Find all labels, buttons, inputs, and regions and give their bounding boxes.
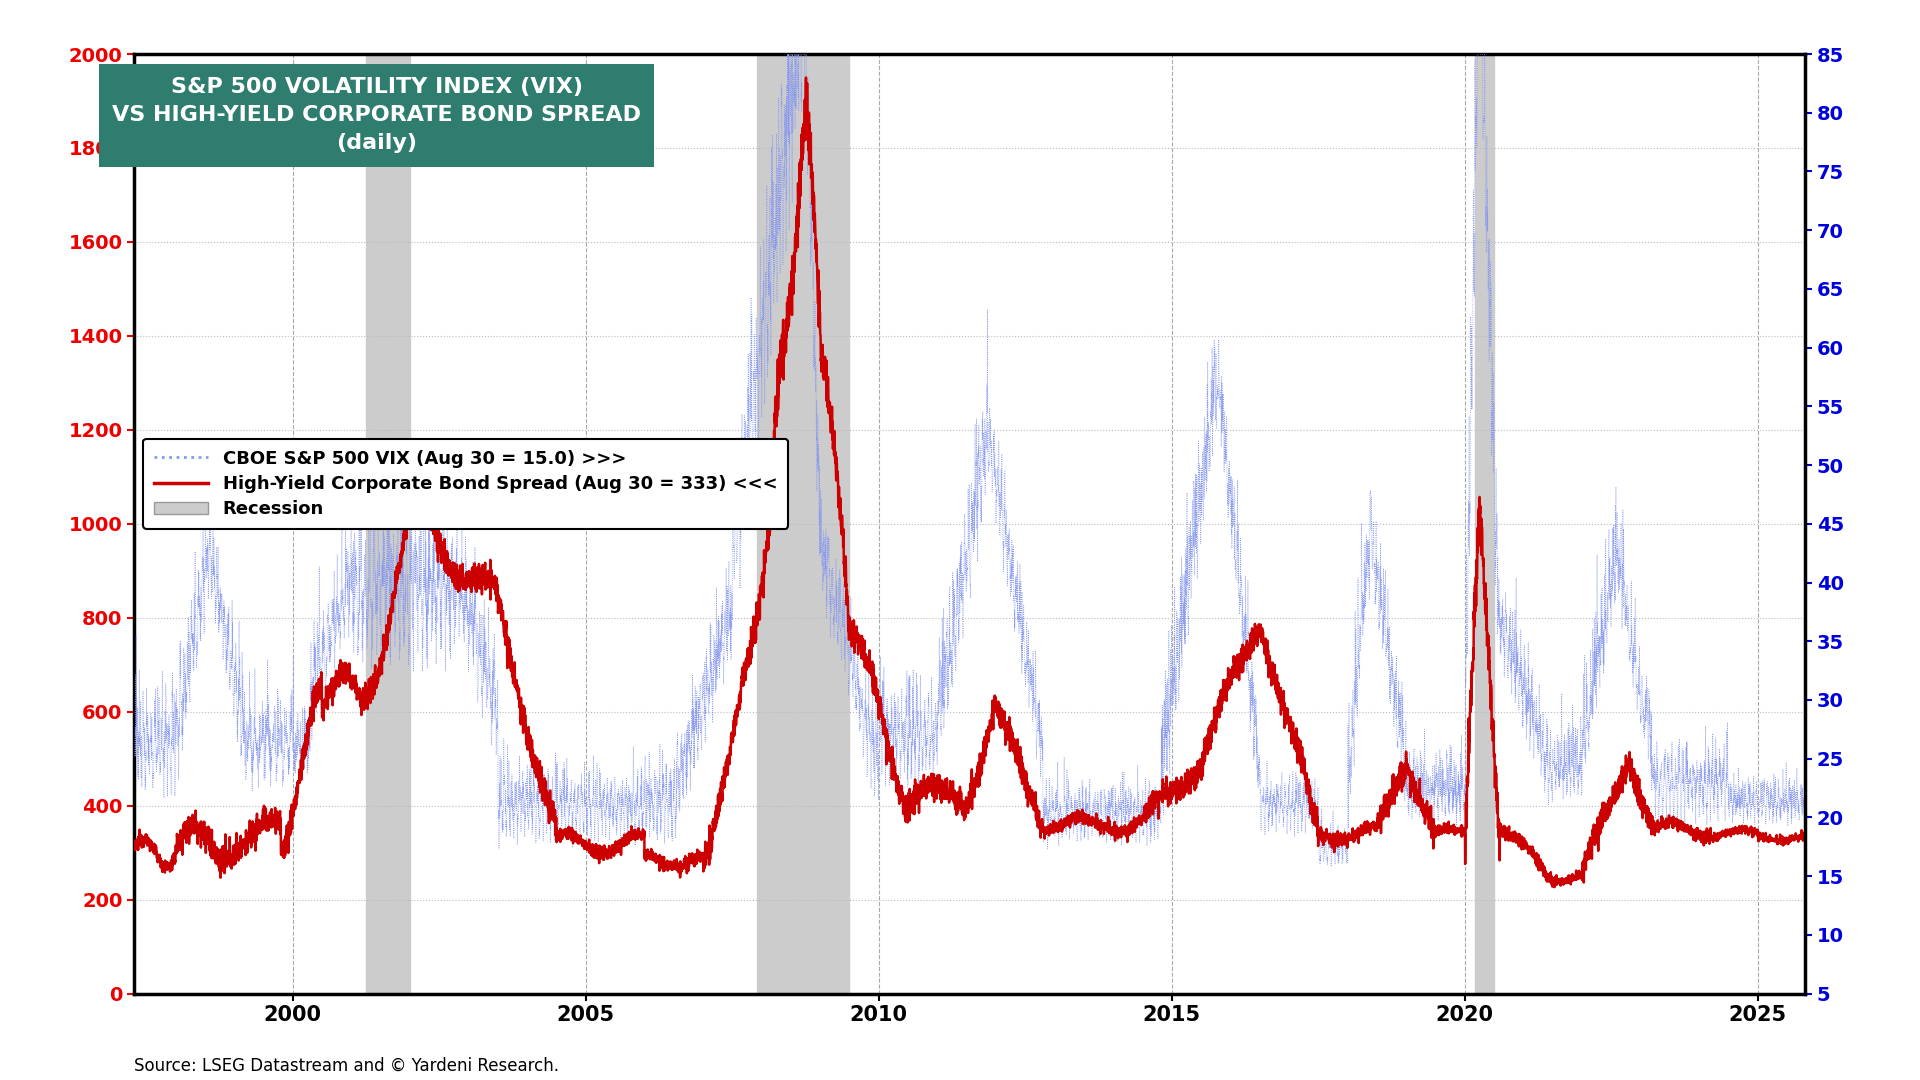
Legend: CBOE S&P 500 VIX (Aug 30 = 15.0) >>>, High-Yield Corporate Bond Spread (Aug 30 =: CBOE S&P 500 VIX (Aug 30 = 15.0) >>>, Hi… (144, 438, 789, 529)
Bar (367, 54, 409, 994)
Bar (1475, 54, 1494, 994)
Text: S&P 500 VOLATILITY INDEX (VIX)
VS HIGH-YIELD CORPORATE BOND SPREAD
(daily): S&P 500 VOLATILITY INDEX (VIX) VS HIGH-Y… (111, 78, 641, 153)
Bar (756, 54, 849, 994)
Text: Source: LSEG Datastream and © Yardeni Research.: Source: LSEG Datastream and © Yardeni Re… (134, 1056, 559, 1075)
